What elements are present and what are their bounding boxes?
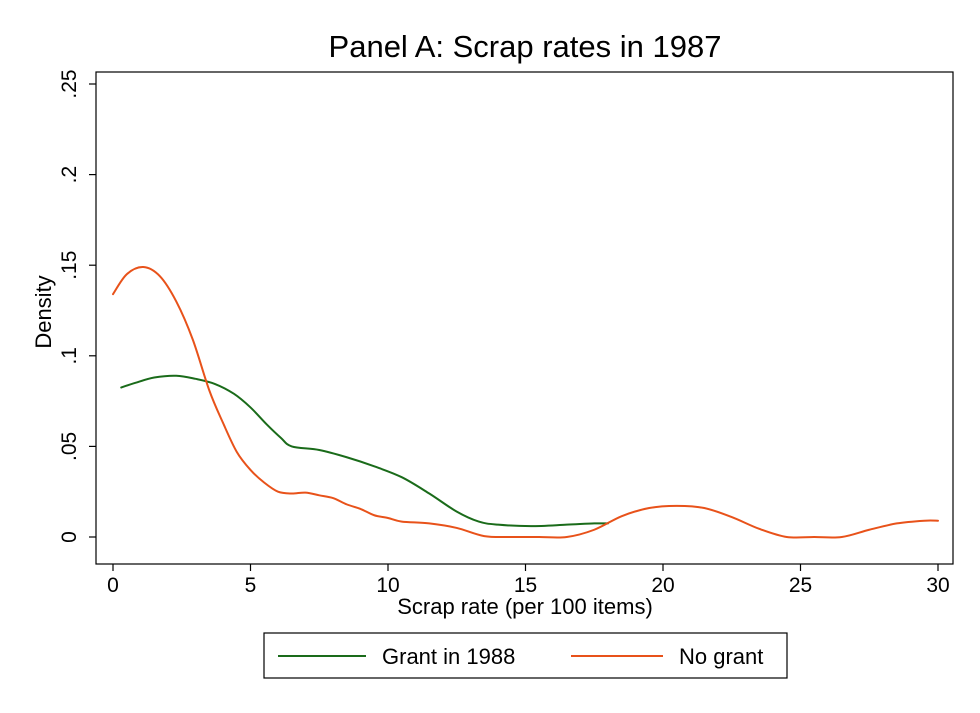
- x-tick-label: 15: [514, 574, 537, 597]
- plot-area: [95, 71, 954, 565]
- y-axis: 0 .05 .1 .15 .2 .25: [58, 69, 96, 543]
- y-tick-label: .15: [58, 251, 81, 280]
- x-tick-label: 25: [789, 574, 812, 597]
- x-axis: 0 5 10 15 20 25 30: [107, 564, 950, 597]
- y-tick-label: .1: [58, 347, 81, 365]
- y-tick-label: .05: [58, 432, 81, 461]
- legend-label-no-grant: No grant: [679, 644, 763, 669]
- y-axis-title: Density: [31, 275, 56, 348]
- x-tick-label: 20: [651, 574, 674, 597]
- x-tick-label: 0: [107, 574, 119, 597]
- series-line-no-grant: [112, 266, 939, 539]
- series-layer: [112, 266, 939, 539]
- legend-box: [263, 632, 788, 679]
- series-line-grant-in-1988: [120, 374, 609, 528]
- x-axis-title: Scrap rate (per 100 items): [397, 594, 653, 619]
- x-tick-label: 5: [245, 574, 257, 597]
- x-tick-label: 10: [376, 574, 399, 597]
- y-tick-label: 0: [58, 531, 81, 543]
- y-tick-label: .25: [58, 69, 81, 98]
- chart-title: Panel A: Scrap rates in 1987: [329, 29, 722, 64]
- y-tick-label: .2: [58, 166, 81, 184]
- legend-label-grant: Grant in 1988: [382, 644, 515, 669]
- x-tick-label: 30: [926, 574, 949, 597]
- legend: Grant in 1988 No grant: [263, 632, 788, 679]
